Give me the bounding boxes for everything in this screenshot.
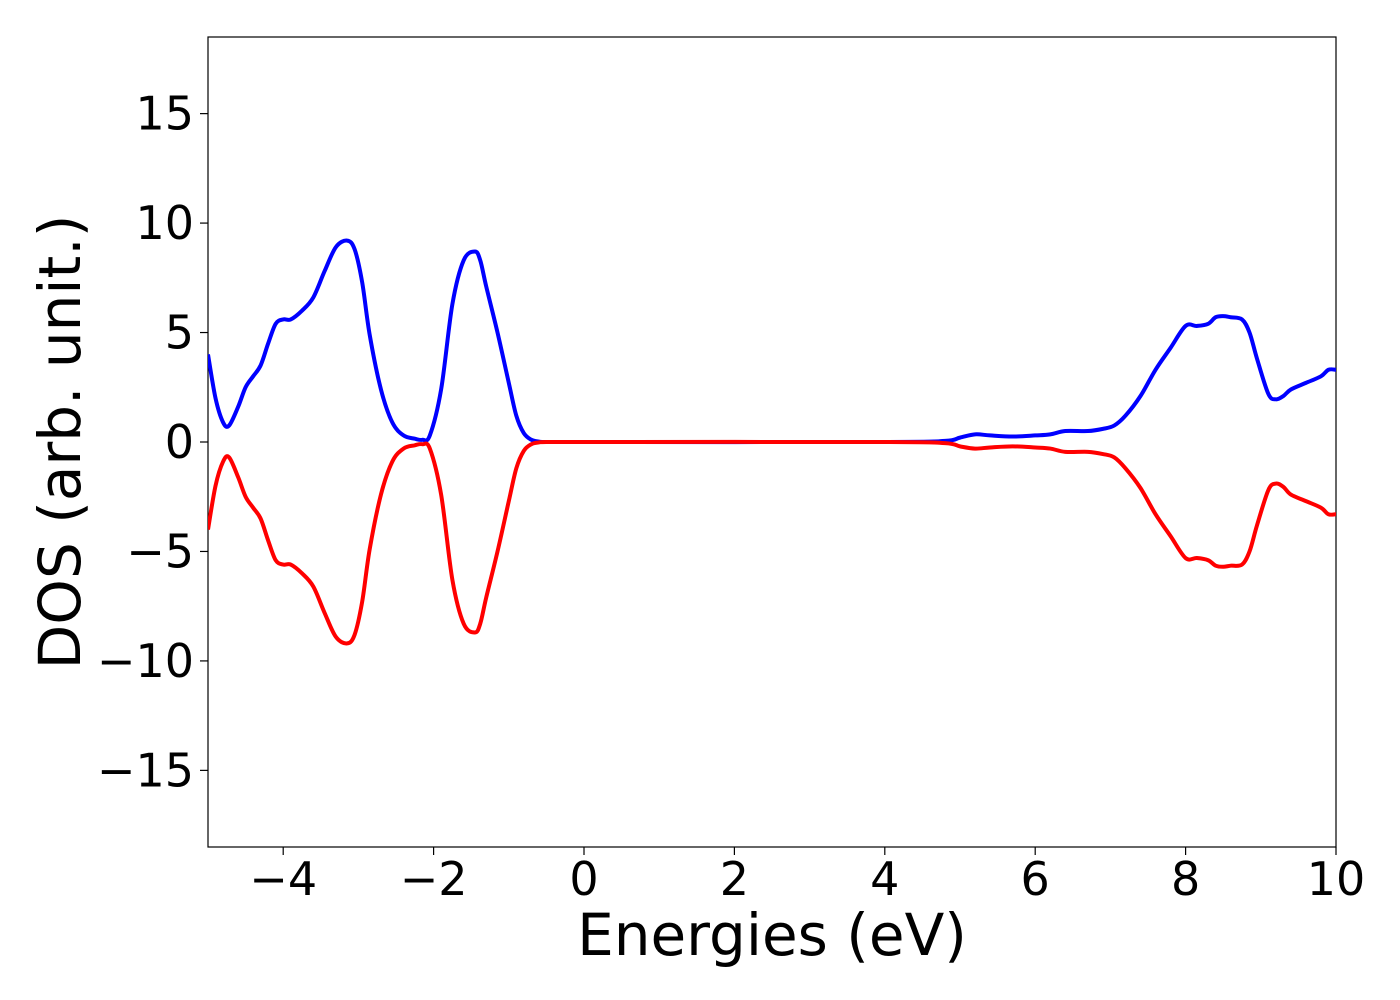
y-tick-label: 10 (135, 196, 194, 250)
spin-up-series-line (208, 238, 1336, 445)
y-tick-label: 15 (135, 87, 194, 141)
x-tick-label: 4 (870, 852, 899, 906)
y-tick-label: −15 (97, 743, 194, 797)
x-tick-label: −4 (249, 852, 317, 906)
x-tick-label: 0 (569, 852, 598, 906)
spin-down-series-line (208, 439, 1336, 646)
y-tick-label: −5 (126, 524, 194, 578)
x-axis-title: Energies (eV) (577, 901, 967, 969)
x-tick-label: 8 (1171, 852, 1200, 906)
x-tick-label: 6 (1021, 852, 1050, 906)
series-group (208, 238, 1336, 646)
y-axis-title: DOS (arb. unit.) (26, 215, 94, 670)
y-tick-label: −10 (97, 634, 194, 688)
y-tick-label: 5 (165, 306, 194, 360)
x-tick-label: 2 (720, 852, 749, 906)
x-axis-ticks: −4 −2 0 2 4 6 8 10 (249, 847, 1365, 906)
y-tick-label: 0 (165, 415, 194, 469)
x-tick-label: 10 (1307, 852, 1366, 906)
y-axis-ticks: 15 10 5 0 −5 −10 −15 (97, 87, 208, 797)
x-tick-label: −2 (400, 852, 468, 906)
